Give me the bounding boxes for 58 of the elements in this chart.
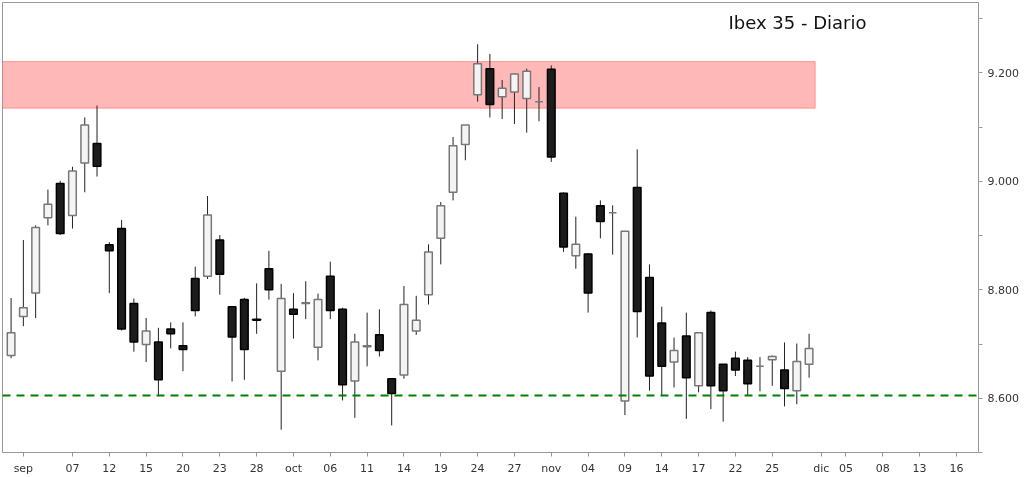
x-tick-label: 22 [728, 461, 743, 475]
x-tick-label: 07 [65, 461, 80, 475]
x-tick-label: 20 [175, 461, 190, 475]
candlestick [362, 312, 372, 367]
y-tick-label: 8.800 [987, 283, 1019, 297]
x-tick-label: 17 [691, 461, 706, 475]
x-tick-label: 25 [765, 461, 780, 475]
candlestick [767, 354, 777, 387]
x-tick-label: 12 [102, 461, 117, 475]
x-tick-label: nov [541, 461, 562, 475]
x-tick-label: 14 [396, 461, 411, 475]
x-tick-label: 15 [139, 461, 154, 475]
candlestick [595, 199, 605, 239]
candlestick [387, 378, 397, 426]
candlestick [730, 351, 740, 377]
candlestick [178, 321, 188, 372]
y-tick-label: 8.600 [987, 392, 1019, 406]
x-tick-label: 28 [249, 461, 264, 475]
candlestick [374, 308, 384, 358]
x-tick-label: 13 [912, 461, 927, 475]
candlestick [288, 292, 299, 340]
x-tick-label: 19 [433, 461, 448, 475]
y-tick-label: 9.200 [987, 66, 1019, 80]
candlestick [264, 250, 274, 301]
candlestick [804, 333, 814, 379]
candlestick [92, 105, 102, 178]
x-tick-label: dic [813, 461, 830, 475]
x-tick-label: sep [13, 461, 34, 475]
candlestick [743, 356, 753, 397]
candlestick [104, 241, 114, 294]
candlestick [571, 216, 581, 270]
x-tick-label: 27 [507, 461, 522, 475]
candlestick [301, 280, 311, 320]
x-tick-label: 11 [360, 461, 375, 475]
x-tick-label: 08 [875, 461, 890, 475]
x-tick-label: 04 [581, 461, 596, 475]
x-tick-label: 24 [470, 461, 485, 475]
x-tick-label: oct [284, 461, 303, 475]
candlestick [141, 317, 151, 363]
candlestick [166, 321, 176, 349]
x-tick-label: 23 [212, 461, 227, 475]
x-tick-label: 05 [838, 461, 853, 475]
y-tick-label: 9.000 [987, 175, 1019, 189]
candlestick [669, 337, 679, 388]
x-tick-label: 16 [949, 461, 964, 475]
x-tick-label: 06 [323, 461, 338, 475]
x-tick-label: 14 [654, 461, 669, 475]
x-tick-label: 09 [617, 461, 632, 475]
candlestick [252, 282, 262, 335]
candlestick [18, 239, 28, 327]
candlestick [6, 297, 16, 359]
candlestick [779, 341, 790, 407]
text: Ibex 35 - Diario [728, 11, 867, 33]
candlestick [460, 124, 470, 161]
candlestick [411, 295, 421, 336]
candlestick [497, 79, 507, 120]
candlestick [43, 189, 53, 226]
candlestick [509, 73, 519, 125]
